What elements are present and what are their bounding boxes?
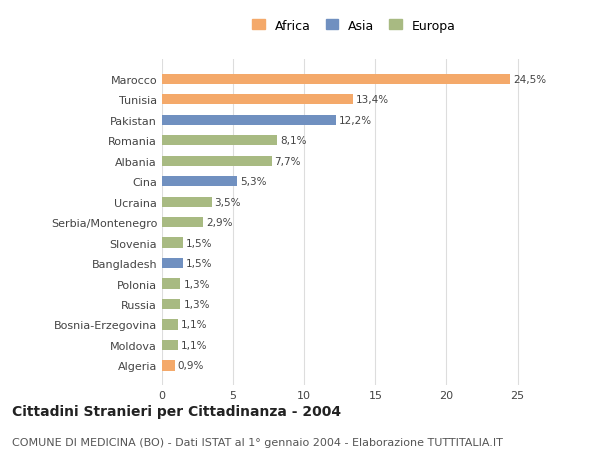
Bar [162, 136, 277, 146]
Bar [162, 218, 203, 228]
Legend: Africa, Asia, Europa: Africa, Asia, Europa [250, 17, 458, 35]
Bar [162, 197, 212, 207]
Text: 8,1%: 8,1% [280, 136, 307, 146]
Bar [162, 74, 511, 85]
Text: Cittadini Stranieri per Cittadinanza - 2004: Cittadini Stranieri per Cittadinanza - 2… [12, 404, 341, 419]
Text: 1,3%: 1,3% [184, 299, 210, 309]
Text: 1,5%: 1,5% [186, 238, 212, 248]
Text: 5,3%: 5,3% [240, 177, 267, 187]
Bar [162, 156, 272, 167]
Text: 1,1%: 1,1% [181, 320, 207, 330]
Text: 1,3%: 1,3% [184, 279, 210, 289]
Text: 13,4%: 13,4% [355, 95, 389, 105]
Bar [162, 360, 175, 371]
Text: 3,5%: 3,5% [215, 197, 241, 207]
Bar [162, 177, 238, 187]
Bar [162, 95, 353, 105]
Text: 1,5%: 1,5% [186, 258, 212, 269]
Text: 2,9%: 2,9% [206, 218, 233, 228]
Text: 7,7%: 7,7% [274, 157, 301, 166]
Text: 12,2%: 12,2% [338, 116, 371, 125]
Bar [162, 299, 181, 309]
Bar [162, 115, 335, 126]
Text: 0,9%: 0,9% [178, 361, 204, 370]
Bar [162, 319, 178, 330]
Bar [162, 340, 178, 350]
Text: COMUNE DI MEDICINA (BO) - Dati ISTAT al 1° gennaio 2004 - Elaborazione TUTTITALI: COMUNE DI MEDICINA (BO) - Dati ISTAT al … [12, 437, 503, 447]
Bar [162, 258, 184, 269]
Text: 1,1%: 1,1% [181, 340, 207, 350]
Text: 24,5%: 24,5% [513, 75, 547, 84]
Bar [162, 238, 184, 248]
Bar [162, 279, 181, 289]
